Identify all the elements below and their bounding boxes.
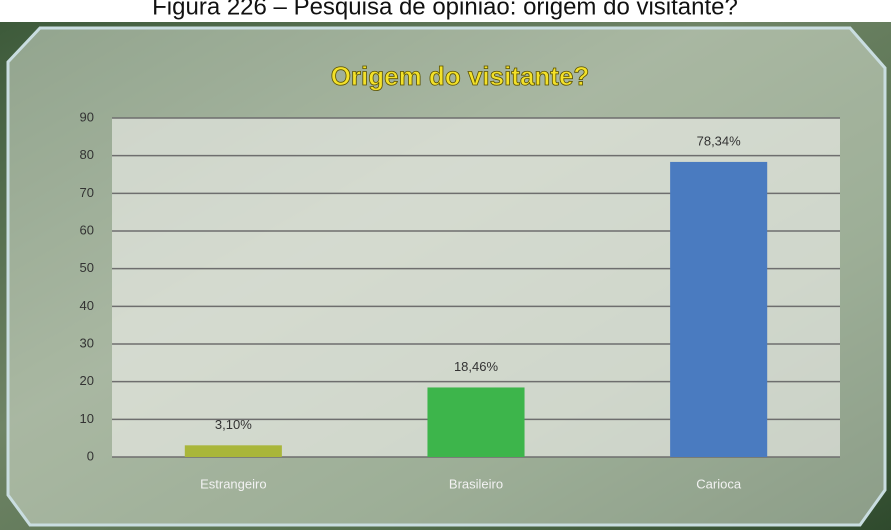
bar [184, 445, 282, 457]
y-tick-label: 80 [80, 147, 94, 162]
plot: 0 10 20 30 40 50 60 70 80 90 Estrangeiro 3,10% Brasi… [80, 109, 840, 491]
y-tick-label: 10 [80, 411, 94, 426]
value-label: 18,46% [454, 359, 499, 374]
y-tick-label: 30 [80, 335, 94, 350]
y-tick-label: 20 [80, 373, 94, 388]
bar [427, 387, 525, 457]
y-tick-label: 60 [80, 222, 94, 237]
x-tick-label: Estrangeiro [200, 476, 266, 491]
value-label: 3,10% [215, 417, 252, 432]
y-tick-label: 70 [80, 185, 94, 200]
x-tick-label: Brasileiro [449, 476, 503, 491]
bar [670, 161, 768, 458]
y-tick-label: 40 [80, 298, 94, 313]
y-tick-label: 50 [80, 260, 94, 275]
y-tick-label: 0 [87, 448, 94, 463]
chart-title: Origem do visitante? [331, 61, 590, 91]
value-label: 78,34% [697, 133, 742, 148]
x-tick-label: Carioca [696, 476, 742, 491]
caption: Figura 226 – Pesquisa de opinião: origem… [152, 0, 738, 20]
y-tick-label: 90 [80, 109, 94, 124]
